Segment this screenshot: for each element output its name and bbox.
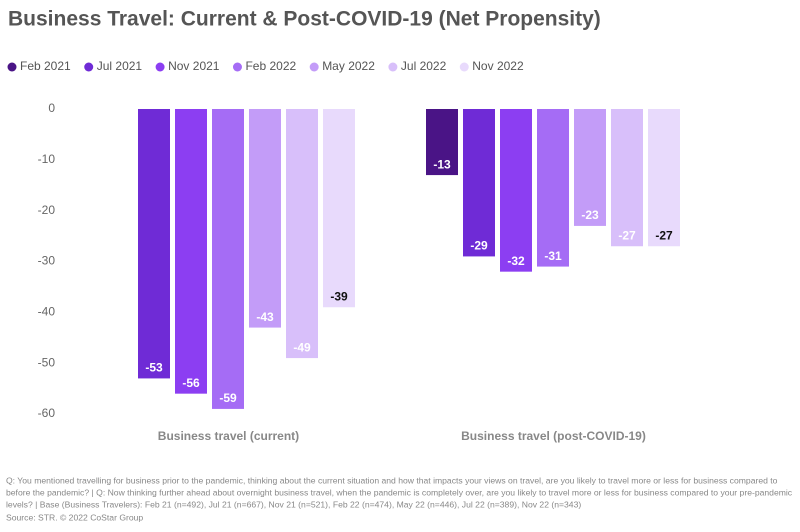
data-label: -13 <box>433 157 451 171</box>
data-label: -53 <box>145 361 163 375</box>
legend-label: Nov 2021 <box>168 59 220 73</box>
data-label: -23 <box>581 208 599 222</box>
footnote: levels? | Base (Business Travelers): Feb… <box>6 499 581 509</box>
source: Source: STR. © 2022 CoStar Group <box>6 512 143 522</box>
legend-swatch <box>84 62 94 72</box>
bar <box>175 109 207 394</box>
legend-label: Jul 2022 <box>401 59 447 73</box>
bar <box>611 109 643 247</box>
y-tick-label: -10 <box>38 152 56 166</box>
y-tick-label: 0 <box>48 101 55 115</box>
y-tick-label: -50 <box>38 355 56 369</box>
bar <box>500 109 532 272</box>
data-label: -27 <box>655 228 673 242</box>
data-label: -32 <box>507 254 525 268</box>
bar <box>249 109 281 328</box>
y-tick-label: -20 <box>38 203 56 217</box>
legend-swatch <box>232 62 242 72</box>
legend-swatch <box>309 62 319 72</box>
y-tick-label: -30 <box>38 254 56 268</box>
bar <box>463 109 495 257</box>
data-label: -43 <box>256 310 274 324</box>
data-label: -31 <box>544 249 562 263</box>
legend-swatch <box>7 62 17 72</box>
bar <box>648 109 680 247</box>
bar <box>426 109 458 176</box>
y-tick-label: -40 <box>38 305 56 319</box>
data-label: -29 <box>470 239 488 253</box>
y-tick-label: -60 <box>38 406 56 420</box>
data-label: -27 <box>618 228 636 242</box>
legend-label: Nov 2022 <box>472 59 524 73</box>
bar <box>138 109 170 379</box>
legend-label: Feb 2022 <box>245 59 296 73</box>
bar <box>286 109 318 359</box>
bar <box>212 109 244 409</box>
bar <box>574 109 606 226</box>
data-label: -39 <box>330 289 348 303</box>
legend-swatch <box>155 62 165 72</box>
legend-swatch <box>388 62 398 72</box>
bar <box>537 109 569 267</box>
footnote: before the pandemic? | Q: Now thinking f… <box>6 487 793 497</box>
x-tick-label: Business travel (post-COVID-19) <box>461 429 646 443</box>
legend-swatch <box>459 62 469 72</box>
footnote: Q: You mentioned travelling for business… <box>6 475 778 485</box>
data-label: -59 <box>219 391 237 405</box>
legend-label: May 2022 <box>322 59 375 73</box>
data-label: -49 <box>293 340 311 354</box>
chart-title: Business Travel: Current & Post-COVID-19… <box>8 8 601 31</box>
legend-label: Jul 2021 <box>97 59 143 73</box>
x-tick-label: Business travel (current) <box>158 429 299 443</box>
bar <box>323 109 355 308</box>
data-label: -56 <box>182 376 200 390</box>
legend-label: Feb 2021 <box>20 59 71 73</box>
